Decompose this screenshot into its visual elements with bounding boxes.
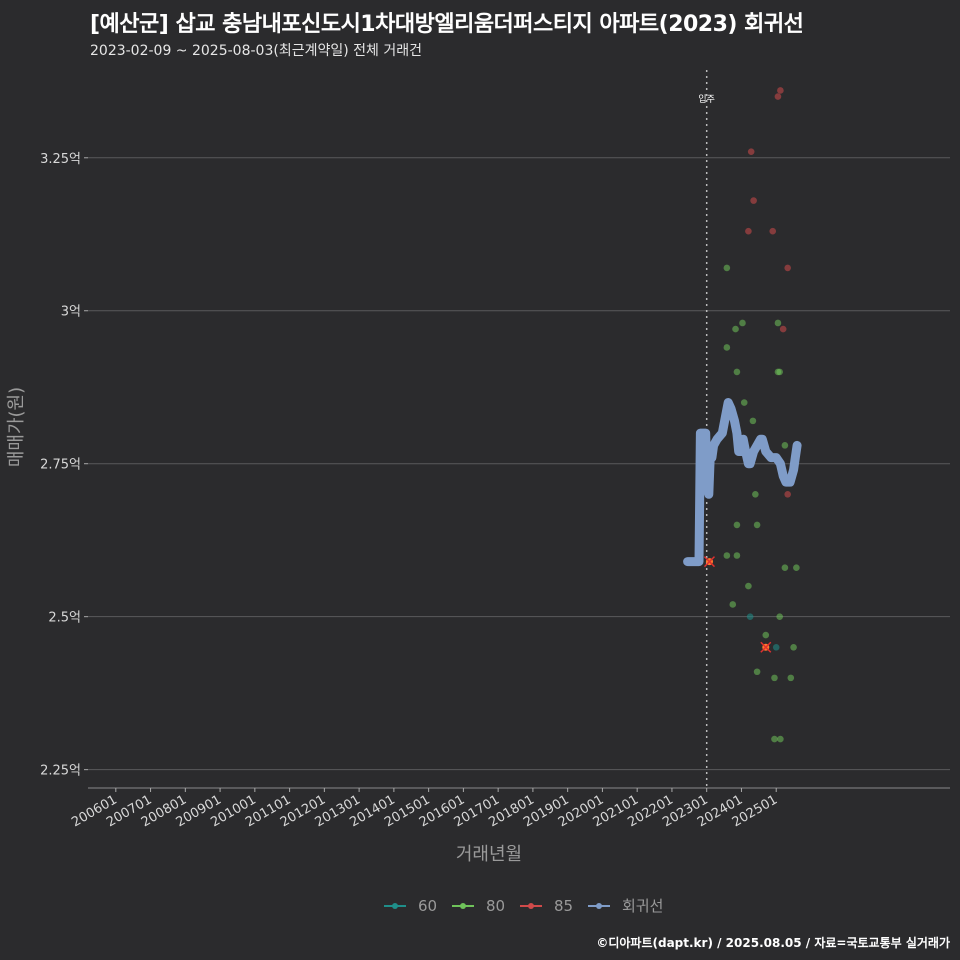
point-80 — [745, 582, 752, 590]
marker-x — [760, 641, 772, 653]
point-80 — [749, 417, 757, 425]
legend-label: 80 — [486, 897, 505, 915]
point-80 — [776, 368, 783, 376]
regression-path — [683, 398, 802, 567]
legend-key-dot — [460, 903, 466, 909]
point-80 — [733, 521, 741, 529]
chart-subtitle: 2023-02-09 ~ 2025-08-03(최근계약일) 전체 거래건 — [90, 43, 422, 59]
point-80 — [776, 613, 783, 620]
point-80 — [723, 264, 731, 272]
chart-title: [예산군] 삽교 충남내포신도시1차대방엘리움더퍼스티지 아파트(2023) 회… — [90, 12, 804, 37]
point-80 — [790, 643, 797, 651]
x-axis-title: 거래년월 — [456, 844, 522, 865]
point-80 — [733, 368, 741, 376]
point-80 — [793, 564, 800, 572]
point-60 — [746, 613, 754, 620]
y-tick-label: 2.75억 — [40, 458, 81, 473]
data-points — [706, 87, 800, 743]
y-tick-label: 3억 — [61, 305, 81, 320]
source-caption: ©디아파트(dapt.kr) / 2025.08.05 / 자료=국토교통부 실… — [596, 936, 950, 950]
point-80 — [777, 735, 784, 743]
point-80 — [762, 631, 770, 639]
point-80 — [752, 491, 759, 498]
point-80 — [774, 319, 782, 327]
point-85 — [784, 264, 791, 272]
point-85 — [745, 227, 752, 235]
legend-label: 85 — [554, 897, 573, 915]
point-80 — [723, 552, 731, 559]
axes: 2.25억2.5억2.75억3억3.25억2006012007012008012… — [6, 152, 950, 865]
point-80 — [753, 668, 761, 676]
point-80 — [733, 552, 741, 559]
y-tick-label: 2.25억 — [40, 764, 81, 779]
point-80 — [739, 319, 746, 327]
point-80 — [771, 735, 778, 743]
point-85 — [750, 197, 757, 204]
y-tick-label: 3.25억 — [40, 152, 81, 167]
point-85 — [784, 491, 791, 498]
y-tick-label: 2.5억 — [48, 611, 81, 626]
grid-lines — [88, 157, 950, 771]
legend-label: 60 — [418, 897, 437, 915]
point-80 — [781, 564, 789, 572]
point-85 — [779, 325, 787, 333]
point-80 — [732, 325, 739, 333]
legend-key-dot — [528, 903, 534, 909]
legend-label: 회귀선 — [622, 897, 663, 915]
marker-x — [703, 556, 716, 568]
point-85 — [747, 148, 755, 155]
point-80 — [729, 601, 737, 608]
point-60 — [772, 643, 780, 651]
point-80 — [753, 521, 761, 529]
regression-line — [683, 398, 802, 567]
y-axis-title: 매매가(원) — [6, 387, 27, 467]
legend-key-dot — [392, 903, 398, 909]
vline-label: 입주 — [698, 93, 715, 105]
point-85 — [777, 87, 784, 94]
point-80 — [781, 442, 789, 449]
point-85 — [774, 93, 782, 100]
point-80 — [740, 399, 748, 406]
point-80 — [771, 674, 778, 682]
move-in-line: 입주 — [698, 70, 715, 788]
point-80 — [723, 344, 731, 351]
highlight-markers — [703, 556, 772, 653]
point-85 — [769, 227, 777, 235]
point-80 — [787, 674, 795, 682]
legend-key-dot — [596, 903, 602, 909]
legend: 60 80 85 회귀선 — [384, 897, 663, 915]
